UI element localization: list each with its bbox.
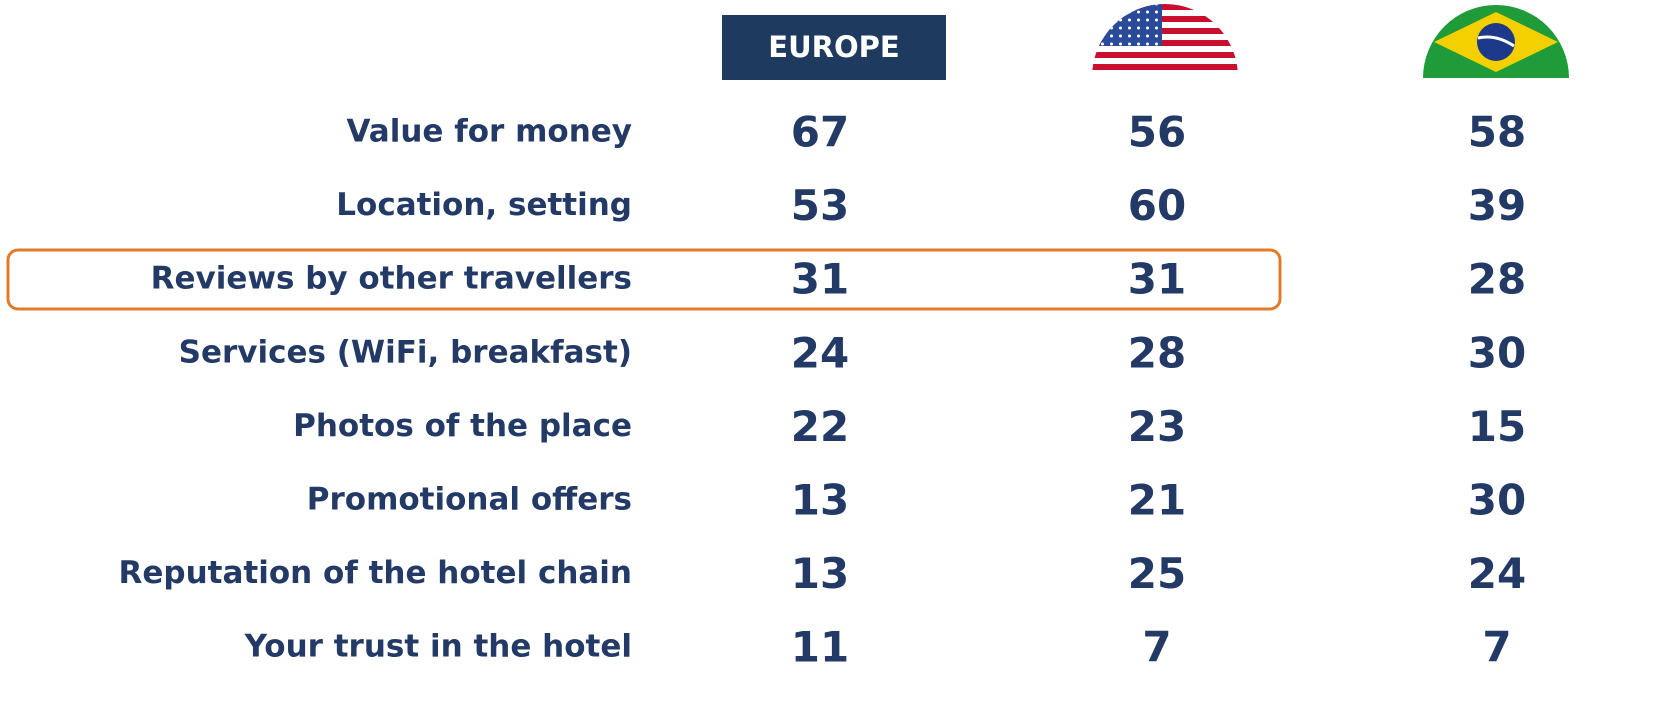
- cell-value: 7: [1482, 623, 1511, 672]
- row-label: Reviews by other travellers: [151, 261, 632, 297]
- cell-value: 30: [1468, 328, 1526, 377]
- europe-header-box: [722, 15, 946, 80]
- europe-header: EUROPE: [768, 30, 899, 64]
- cell-value: 24: [791, 328, 849, 377]
- cell-value: 21: [1128, 476, 1186, 525]
- cell-value: 23: [1128, 402, 1186, 451]
- cell-value: 13: [791, 476, 849, 525]
- cell-value: 13: [791, 549, 849, 598]
- cell-value: 56: [1128, 108, 1186, 157]
- cell-value: 25: [1128, 549, 1186, 598]
- cell-value: 28: [1128, 328, 1186, 377]
- cell-value: 22: [791, 402, 849, 451]
- cell-value: 39: [1468, 181, 1526, 230]
- cell-value: 31: [1128, 255, 1186, 304]
- row-label: Your trust in the hotel: [244, 629, 632, 665]
- row-label: Promotional offers: [307, 482, 632, 518]
- us-flag: [1092, 4, 1238, 77]
- cell-value: 60: [1128, 181, 1186, 230]
- row-label: Services (WiFi, breakfast): [179, 334, 632, 370]
- row-label: Value for money: [347, 114, 633, 150]
- brazil-flag: [1423, 5, 1569, 78]
- cell-value: 24: [1468, 549, 1526, 598]
- highlight-box: [6, 248, 1282, 311]
- cell-value: 15: [1468, 402, 1526, 451]
- cell-value: 28: [1468, 255, 1526, 304]
- cell-value: 58: [1468, 108, 1526, 157]
- cell-value: 53: [791, 181, 849, 230]
- row-label: Reputation of the hotel chain: [119, 555, 632, 591]
- cell-value: 67: [791, 108, 849, 157]
- cell-value: 31: [791, 255, 849, 304]
- cell-value: 30: [1468, 476, 1526, 525]
- cell-value: 7: [1142, 623, 1171, 672]
- cell-value: 11: [791, 623, 849, 672]
- row-label: Photos of the place: [293, 408, 632, 444]
- row-label: Location, setting: [336, 187, 632, 223]
